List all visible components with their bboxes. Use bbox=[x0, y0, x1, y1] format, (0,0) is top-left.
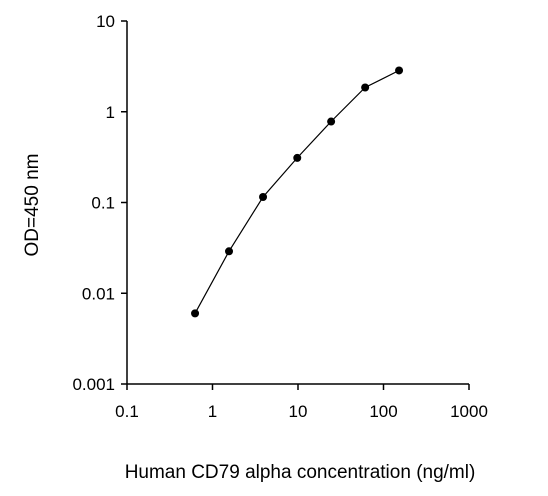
x-tick-label: 100 bbox=[369, 402, 397, 421]
y-tick-label: 0.1 bbox=[91, 194, 115, 213]
data-point bbox=[361, 83, 370, 92]
y-tick-label: 0.01 bbox=[82, 284, 115, 303]
plot-area: 0.001 0.01 0.1 1 10 0.1 1 10 100 1000 bbox=[72, 12, 487, 421]
data-point bbox=[293, 153, 302, 162]
x-tick-label: 1 bbox=[208, 402, 217, 421]
x-axis-label: Human CD79 alpha concentration (ng/ml) bbox=[125, 462, 476, 483]
x-tick-label: 1000 bbox=[450, 402, 488, 421]
data-point bbox=[259, 192, 268, 201]
series-line bbox=[194, 69, 400, 314]
x-tick-label: 0.1 bbox=[115, 402, 139, 421]
data-point bbox=[327, 117, 336, 126]
data-point bbox=[225, 247, 234, 256]
y-tick-label: 1 bbox=[106, 103, 115, 122]
data-point bbox=[395, 66, 404, 75]
y-axis-label: OD=450 nm bbox=[22, 154, 43, 257]
x-tick-label: 10 bbox=[289, 402, 308, 421]
y-tick-label: 0.001 bbox=[72, 375, 115, 394]
data-point bbox=[191, 309, 200, 318]
y-tick-label: 10 bbox=[96, 12, 115, 31]
